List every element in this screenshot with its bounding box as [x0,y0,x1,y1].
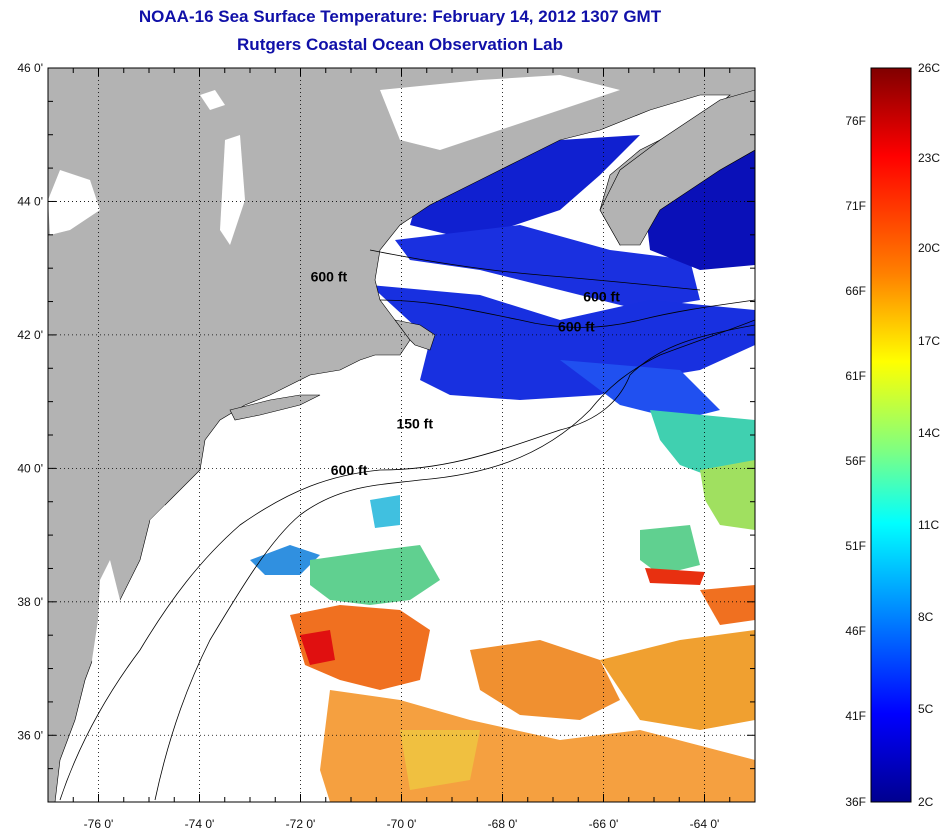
lat-tick-label: 36 0' [17,728,43,742]
lat-tick-label: 46 0' [17,61,43,75]
sst-patch-orange-center [470,640,620,720]
colorbar-f-label: 76F [845,114,866,128]
sst-patch-gulf-maine [410,135,640,240]
lon-tick-label: -64 0' [690,817,720,831]
longitude-labels: -76 0' -74 0' -72 0' -70 0' -68 0' -66 0' -64 … [84,817,720,831]
contour-label: 600 ft [558,319,595,335]
contour-label: 600 ft [331,462,368,478]
colorbar-c-label: 11C [918,518,939,532]
contour-label: 150 ft [396,415,433,431]
map-title: NOAA-16 Sea Surface Temperature: Februar… [138,7,662,26]
lon-tick-label: -72 0' [286,817,316,831]
lon-tick-label: -76 0' [84,817,114,831]
lat-tick-label: 38 0' [17,595,43,609]
colorbar-c-label: 23C [918,151,940,165]
sst-patch-cyan-small [370,495,400,528]
colorbar-f-label: 71F [845,199,866,213]
contour-label: 600 ft [311,269,348,285]
chesapeake-bay [92,560,120,700]
lon-tick-label: -68 0' [488,817,518,831]
sst-patch-northeast-channel [395,225,700,310]
lon-tick-label: -66 0' [589,817,619,831]
contour-labels: 600 ft 600 ft 600 ft 150 ft 600 ft [311,269,621,479]
nova-scotia [599,89,755,246]
colorbar-f-label: 56F [845,454,866,468]
colorbar-f-label: 51F [845,539,866,553]
colorbar-c-label: 17C [918,334,940,348]
colorbar-f-label: 66F [845,284,866,298]
sst-data-layer [250,135,755,802]
sst-patch-cyan [650,410,755,480]
sst-patch-orange-east [600,630,755,730]
bathymetry-contours [59,249,755,801]
colorbar [870,67,912,803]
sst-patch-orange-northeast [700,585,755,625]
contour-label: 600 ft [583,289,620,305]
lake [200,90,225,110]
sst-patch-green-south [640,525,700,575]
axis-ticks [47,67,756,803]
colorbar-f-label: 46F [845,624,866,638]
sst-patch-blue-mab [250,545,320,575]
map-subtitle: Rutgers Coastal Ocean Observation Lab [237,35,563,54]
sst-patch-yellow-south [400,730,480,790]
sst-patch-green-mab [310,545,440,605]
lake [48,170,100,235]
lake [220,135,245,245]
gulf-st-lawrence-cloud [380,75,620,150]
lat-tick-label: 44 0' [17,194,43,208]
colorbar-c-label: 20C [918,241,940,255]
sst-patch-orange-mab [290,605,430,690]
lon-tick-label: -74 0' [185,817,215,831]
sst-patch-red-mab [300,630,335,665]
lon-tick-label: -70 0' [387,817,417,831]
sst-patch-green-east [700,460,755,530]
colorbar-c-label: 8C [918,610,934,624]
colorbar-f-label: 61F [845,369,866,383]
lat-tick-label: 40 0' [17,461,43,475]
colorbar-c-label: 2C [918,795,934,809]
delaware-bay [150,505,170,548]
latitude-labels: 46 0' 44 0' 42 0' 40 0' 38 0' 36 0' [17,61,43,742]
colorbar-c-label: 5C [918,702,934,716]
sst-patch-shelf-edge [560,360,720,420]
long-island [229,394,321,421]
colorbar-f-label: 36F [845,795,866,809]
sst-patch-red-east [645,568,705,585]
colorbar-c-label: 14C [918,426,940,440]
lat-tick-label: 42 0' [17,328,43,342]
colorbar-c-label: 26C [918,61,940,75]
colorbar-f-label: 41F [845,709,866,723]
cape-cod [394,319,436,351]
colorbar-fahrenheit-labels: 76F 71F 66F 61F 56F 51F 46F 41F 36F [845,114,866,809]
colorbar-celsius-labels: 26C 23C 20C 17C 14C 11C 8C 5C 2C [918,61,940,809]
